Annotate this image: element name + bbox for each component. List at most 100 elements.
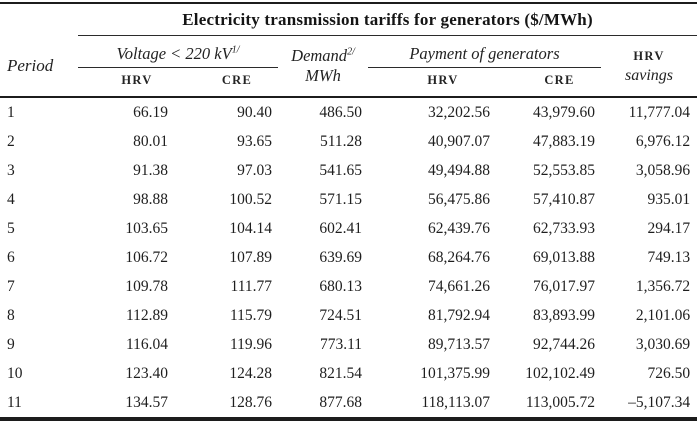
cell-payment-hrv: 81,792.94: [428, 306, 490, 324]
table-row: 4 98.88 100.52 571.15 56,475.86 57,410.87 935.…: [0, 185, 697, 214]
savings-column-header: HRV savings: [601, 36, 697, 98]
cell-payment-hrv: 56,475.86: [428, 190, 490, 208]
cell-voltage-hrv: 123.40: [125, 364, 168, 382]
table-row: 7 109.78 111.77 680.13 74,661.26 76,017.97 1,3…: [0, 272, 697, 301]
cell-payment-hrv: 101,375.99: [420, 364, 490, 382]
table-row: 2 80.01 93.65 511.28 40,907.07 47,883.19 6,976…: [0, 127, 697, 156]
title-row-spacer: [0, 3, 78, 36]
cell-voltage-hrv: 134.57: [125, 393, 168, 411]
cell-voltage-cre: 104.14: [229, 219, 272, 237]
cell-demand: 571.15: [319, 190, 362, 208]
cell-demand: 602.41: [319, 219, 362, 237]
voltage-cre-header: CRE: [174, 68, 278, 98]
savings-header-savings: savings: [625, 67, 674, 84]
cell-period: 2: [7, 132, 15, 150]
cell-voltage-hrv: 98.88: [133, 190, 168, 208]
cell-payment-cre: 43,979.60: [496, 96, 601, 127]
cell-savings: 749.13: [647, 248, 691, 266]
cell-voltage-cre: 111.77: [230, 277, 272, 295]
cell-voltage-hrv: 91.38: [133, 161, 168, 179]
cell-savings: 726.50: [647, 364, 691, 382]
cell-payment-hrv: 40,907.07: [428, 132, 490, 150]
sub-header-row: HRV CRE HRV CRE: [0, 68, 697, 98]
cell-savings: 935.01: [647, 190, 691, 208]
table-row: 10 123.40 124.28 821.54 101,375.99 102,102.49…: [0, 359, 697, 388]
cell-savings: 3,030.69: [635, 335, 691, 353]
table-row: 8 112.89 115.79 724.51 81,792.94 83,893.99 2,1…: [0, 301, 697, 330]
cell-demand: 877.68: [319, 393, 362, 411]
payment-cre-label: CRE: [544, 73, 575, 87]
cell-demand: 724.51: [319, 306, 362, 324]
cell-voltage-hrv: 109.78: [125, 277, 168, 295]
demand-column-header: Demand2/ MWh: [278, 36, 368, 98]
voltage-group-label: Voltage < 220 kV: [116, 44, 232, 63]
table-title: Electricity transmission tariffs for gen…: [78, 3, 697, 36]
cell-voltage-cre: 128.76: [229, 393, 272, 411]
cell-payment-hrv: 89,713.57: [428, 335, 490, 353]
payment-group-header: Payment of generators: [368, 35, 601, 68]
demand-label: Demand: [291, 46, 348, 65]
demand-footnote-marker: 2/: [347, 46, 355, 58]
voltage-footnote-marker: 1/: [231, 44, 240, 56]
cell-period: 6: [7, 248, 15, 266]
cell-voltage-cre: 100.52: [229, 190, 272, 208]
cell-demand: 680.13: [319, 277, 362, 295]
payment-hrv-label: HRV: [427, 73, 459, 87]
cell-payment-hrv: 49,494.88: [428, 161, 490, 179]
table-row: 9 116.04 119.96 773.11 89,713.57 92,744.26 3,0…: [0, 330, 697, 359]
cell-voltage-hrv: 106.72: [125, 248, 168, 266]
table-row: 6 106.72 107.89 639.69 68,264.76 69,013.88 749…: [0, 243, 697, 272]
cell-period: 11: [7, 393, 22, 411]
cell-payment-hrv: 62,439.76: [428, 219, 490, 237]
cell-savings: –5,107.34: [628, 393, 691, 411]
cell-period: 8: [7, 306, 15, 324]
cell-savings: 11,777.04: [601, 96, 697, 127]
cell-payment-cre: 83,893.99: [533, 306, 595, 324]
cell-payment-hrv: 118,113.07: [421, 393, 490, 411]
voltage-hrv-header: HRV: [78, 68, 174, 98]
cell-period: 7: [7, 277, 15, 295]
cell-voltage-cre: 115.79: [229, 306, 272, 324]
demand-unit-label: MWh: [305, 66, 341, 85]
table-row: 3 91.38 97.03 541.65 49,494.88 52,553.85 3,058…: [0, 156, 697, 185]
cell-payment-cre: 113,005.72: [525, 393, 595, 411]
cell-period: 1: [0, 96, 78, 127]
cell-period: 4: [7, 190, 15, 208]
cell-demand: 773.11: [319, 335, 362, 353]
cell-savings: 2,101.06: [635, 306, 691, 324]
cell-voltage-cre: 107.89: [229, 248, 272, 266]
voltage-hrv-label: HRV: [121, 73, 153, 87]
cell-payment-hrv: 74,661.26: [428, 277, 490, 295]
cell-voltage-cre: 119.96: [229, 335, 272, 353]
cell-voltage-hrv: 66.19: [78, 96, 174, 127]
cell-savings: 6,976.12: [635, 132, 691, 150]
cell-period: 5: [7, 219, 15, 237]
cell-payment-cre: 52,553.85: [533, 161, 595, 179]
cell-voltage-hrv: 80.01: [133, 132, 168, 150]
cell-payment-hrv: 32,202.56: [368, 96, 496, 127]
cell-voltage-cre: 90.40: [174, 96, 278, 127]
title-row: Electricity transmission tariffs for gen…: [0, 3, 697, 36]
payment-hrv-header: HRV: [368, 68, 496, 98]
cell-period: 3: [7, 161, 15, 179]
cell-demand: 639.69: [319, 248, 362, 266]
voltage-group-header: Voltage < 220 kV1/: [78, 35, 278, 68]
cell-savings: 1,356.72: [635, 277, 691, 295]
cell-voltage-hrv: 116.04: [125, 335, 168, 353]
group-header-row: Period Voltage < 220 kV1/ Demand2/ MWh P…: [0, 35, 697, 85]
demand-label-line: Demand2/: [279, 46, 367, 66]
period-column-header: Period: [7, 55, 54, 75]
table-body: 1 66.19 90.40 486.50 32,202.56 43,979.60 11,77…: [0, 96, 697, 419]
cell-voltage-cre: 93.65: [237, 132, 272, 150]
cell-period: 10: [7, 364, 23, 382]
voltage-cre-label: CRE: [221, 73, 253, 87]
table-row: 1 66.19 90.40 486.50 32,202.56 43,979.60 11,77…: [0, 96, 697, 127]
cell-payment-cre: 69,013.88: [533, 248, 595, 266]
savings-header-hrv: HRV: [633, 49, 665, 63]
payment-cre-header: CRE: [496, 68, 601, 98]
cell-demand: 486.50: [278, 96, 368, 127]
cell-voltage-cre: 97.03: [237, 161, 272, 179]
cell-voltage-hrv: 112.89: [125, 306, 168, 324]
cell-payment-cre: 102,102.49: [525, 364, 595, 382]
